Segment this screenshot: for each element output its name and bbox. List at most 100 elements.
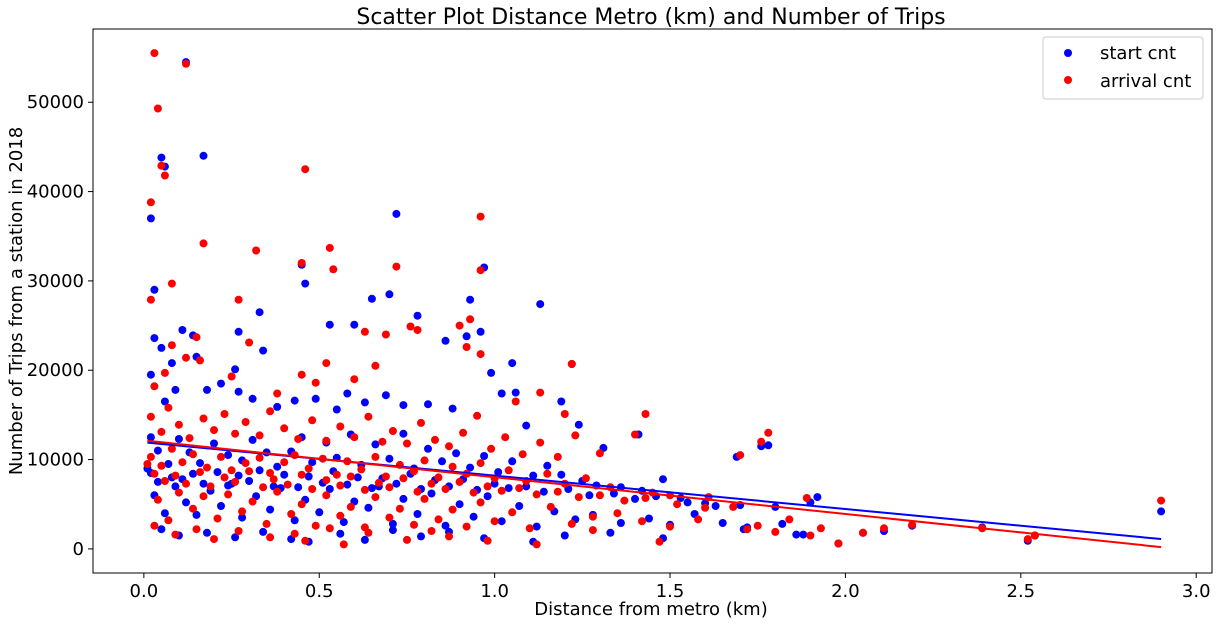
data-point: [459, 428, 468, 437]
data-point: [859, 528, 867, 537]
data-point: [245, 338, 254, 347]
data-point: [196, 459, 204, 468]
data-point: [445, 442, 453, 451]
data-point: [385, 290, 394, 299]
data-point: [280, 458, 289, 467]
data-point: [234, 387, 243, 396]
data-point: [381, 391, 390, 400]
data-point: [203, 463, 211, 472]
data-point: [234, 295, 243, 304]
data-point: [385, 454, 394, 463]
data-point: [395, 504, 404, 513]
data-point: [174, 488, 183, 497]
data-point: [388, 519, 397, 528]
legend-box: [1042, 36, 1204, 100]
data-point: [150, 334, 159, 343]
data-point: [150, 49, 159, 58]
data-point: [217, 502, 225, 510]
data-point: [297, 470, 306, 479]
y-tick-label: 40000: [27, 182, 84, 203]
data-point: [210, 426, 218, 435]
data-point: [764, 441, 773, 450]
data-point: [189, 450, 197, 459]
data-point: [269, 475, 278, 484]
data-point: [711, 502, 720, 510]
data-point: [160, 509, 169, 518]
data-point: [487, 444, 496, 453]
data-point: [164, 460, 173, 468]
data-point: [364, 528, 373, 537]
data-point: [150, 521, 159, 530]
data-point: [655, 537, 664, 546]
data-point: [413, 487, 422, 496]
data-point: [536, 438, 545, 447]
data-point: [273, 402, 282, 411]
data-point: [613, 509, 622, 518]
data-point: [360, 535, 369, 544]
data-point: [518, 450, 527, 459]
data-point: [171, 385, 180, 394]
data-point: [364, 412, 373, 421]
data-point: [381, 330, 390, 339]
data-point: [497, 389, 506, 398]
data-point: [290, 516, 299, 525]
data-point: [557, 397, 566, 406]
data-point: [641, 410, 650, 418]
data-point: [381, 472, 390, 481]
data-point: [792, 530, 801, 539]
data-point: [403, 439, 411, 448]
data-point: [476, 327, 485, 336]
data-point: [311, 521, 320, 530]
data-point: [185, 434, 194, 443]
data-point: [424, 444, 432, 453]
data-point: [304, 464, 313, 473]
data-point: [245, 477, 254, 485]
data-point: [360, 327, 369, 336]
data-point: [476, 350, 485, 359]
data-point: [217, 379, 225, 388]
data-point: [511, 397, 520, 406]
data-point: [645, 514, 653, 523]
data-point: [199, 479, 208, 488]
data-point: [332, 470, 341, 479]
data-point: [399, 474, 408, 483]
y-tick-label: 0: [73, 539, 84, 560]
data-point: [718, 519, 727, 527]
data-point: [171, 471, 180, 480]
data-point: [778, 519, 787, 528]
data-point: [683, 498, 692, 507]
data-point: [385, 483, 394, 492]
data-point: [301, 165, 310, 174]
data-point: [487, 368, 496, 377]
data-point: [360, 398, 369, 407]
legend-marker-arrival-cnt: [1064, 76, 1072, 84]
trend-line-arrival-cnt: [147, 439, 1162, 549]
data-point: [371, 452, 380, 461]
data-point: [210, 535, 218, 544]
data-point: [469, 488, 478, 497]
data-point: [146, 433, 155, 442]
data-point: [546, 502, 555, 511]
data-point: [701, 503, 710, 512]
data-point: [199, 239, 208, 248]
data-point: [157, 461, 166, 470]
data-point: [609, 489, 618, 498]
data-point: [455, 500, 464, 509]
data-point: [483, 492, 492, 501]
x-tick-label: 1.5: [656, 581, 685, 602]
data-point: [659, 475, 667, 484]
data-point: [308, 416, 317, 425]
data-point: [403, 535, 411, 544]
data-point: [290, 396, 299, 405]
data-point: [560, 410, 569, 418]
data-point: [301, 536, 310, 545]
data-point: [234, 527, 243, 535]
data-point: [641, 494, 650, 502]
data-point: [508, 508, 517, 517]
data-point: [616, 519, 625, 527]
data-point: [174, 435, 183, 443]
data-point: [606, 528, 615, 537]
data-point: [150, 382, 159, 391]
data-point: [673, 500, 682, 509]
